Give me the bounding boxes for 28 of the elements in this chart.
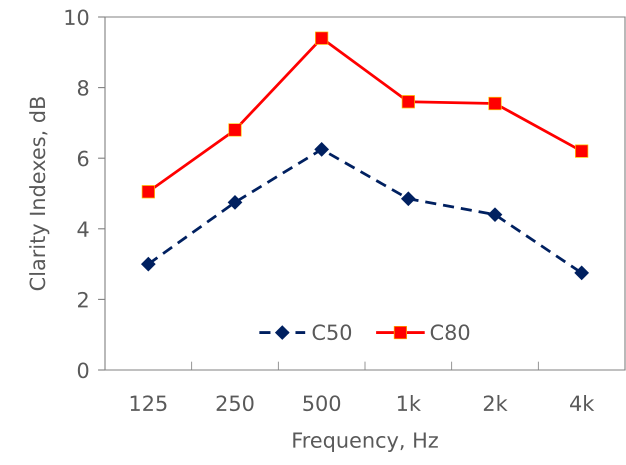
point <box>142 185 155 198</box>
x-axis-title: Frequency, Hz <box>293 432 438 452</box>
point <box>314 142 329 157</box>
y-tick-label: 8 <box>78 80 88 96</box>
y-tick-label: 2 <box>78 292 88 308</box>
y-axis-title: Clarity Indexes, dB <box>29 97 50 290</box>
y-tick-label: 6 <box>78 150 88 166</box>
point <box>401 192 416 206</box>
point <box>488 207 502 222</box>
point <box>141 256 156 272</box>
y-tick-label: 4 <box>77 222 89 237</box>
y-tick-label: 0 <box>78 362 88 378</box>
point <box>574 266 589 280</box>
x-tick-label: 1k <box>398 395 421 411</box>
point <box>228 195 242 210</box>
point <box>228 123 242 137</box>
x-tick-label: 4k <box>570 395 594 411</box>
legend-label: C80 <box>430 324 470 340</box>
y-tick-label: 10 <box>66 9 88 26</box>
point <box>488 96 502 110</box>
x-tick-label: 125 <box>130 395 166 412</box>
point <box>575 144 588 158</box>
legend-label: C50 <box>312 324 352 340</box>
x-tick-label: 2k <box>484 395 508 411</box>
x-tick-label: 500 <box>303 395 340 412</box>
point <box>315 32 328 45</box>
x-tick-label: 250 <box>216 395 254 412</box>
point <box>402 95 415 108</box>
